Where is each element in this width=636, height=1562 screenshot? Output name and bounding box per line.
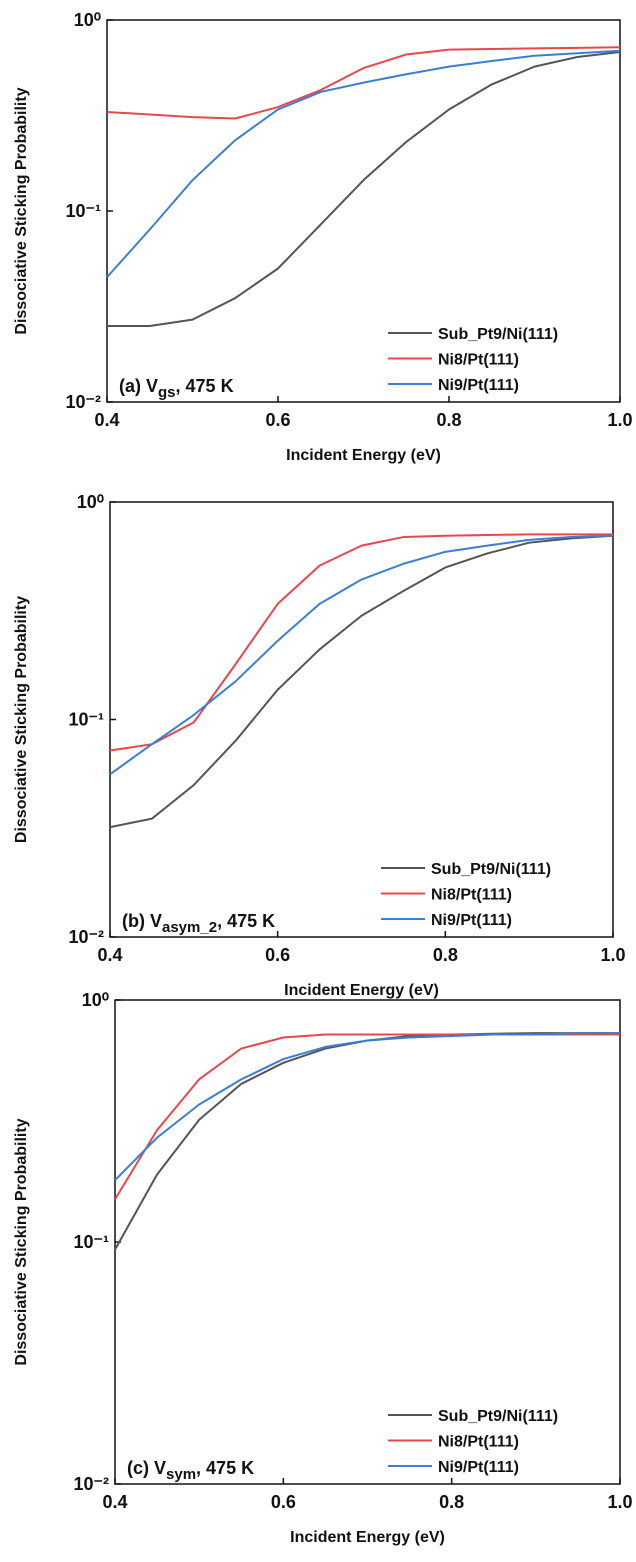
- plot-frame: [106, 19, 621, 403]
- series-line: [114, 1033, 620, 1200]
- y-tick-label: 10⁻¹: [68, 710, 104, 730]
- x-tick-label: 1.0: [607, 1492, 632, 1512]
- y-tick-label: 10⁻¹: [73, 1232, 109, 1252]
- annotation-text: (a) V: [119, 376, 158, 396]
- series-line: [106, 46, 621, 120]
- legend-label: Ni8/Pt(111): [438, 1434, 519, 1451]
- annotation: (b) Vasym_2, 475 K: [122, 911, 275, 936]
- panel: 0.4 0.6 0.8 1.0 10⁻² 10⁻¹ 10⁰ Incident Energy (…: [13, 492, 626, 999]
- legend-label: Ni8/Pt(111): [431, 887, 512, 904]
- series-line: [107, 50, 621, 327]
- x-tick-label: 0.6: [265, 410, 290, 430]
- y-tick-label: 10⁻²: [65, 392, 101, 412]
- y-tick-label: 10⁰: [77, 492, 104, 512]
- y-tick-label: 10⁻²: [73, 1474, 109, 1494]
- x-tick-label: 0.4: [94, 410, 119, 430]
- x-tick-label: 0.8: [439, 1492, 464, 1512]
- annotation-text: (b) V: [122, 911, 162, 931]
- y-tick-label: 10⁰: [74, 10, 101, 30]
- legend-label: Ni9/Pt(111): [431, 912, 512, 929]
- x-tick-label: 1.0: [600, 945, 625, 965]
- annotation: (c) Vsym, 475 K: [127, 1458, 254, 1483]
- series-line: [114, 1032, 620, 1251]
- series-line: [114, 1032, 620, 1181]
- legend-label: Ni9/Pt(111): [438, 377, 519, 394]
- x-axis-label: Incident Energy (eV): [290, 1529, 445, 1546]
- x-tick-label: 0.8: [433, 945, 458, 965]
- x-tick-label: 1.0: [607, 410, 632, 430]
- legend-label: Sub_Pt9/Ni(111): [431, 861, 551, 878]
- annotation-subscript: sym: [166, 1466, 196, 1483]
- x-tick-label: 0.8: [436, 410, 461, 430]
- annotation-text: , 475 K: [196, 1458, 254, 1478]
- x-tick-label: 0.6: [271, 1492, 296, 1512]
- annotation-text: , 475 K: [176, 376, 234, 396]
- x-tick-label: 0.6: [265, 945, 290, 965]
- legend-label: Sub_Pt9/Ni(111): [438, 326, 558, 343]
- y-tick-label: 10⁰: [82, 990, 109, 1010]
- annotation: (a) Vgs, 475 K: [119, 376, 234, 401]
- series-line: [109, 533, 613, 752]
- y-axis-label: Dissociative Sticking Probability: [13, 596, 30, 843]
- series-line: [106, 49, 621, 278]
- annotation-subscript: gs: [158, 384, 176, 401]
- annotation-text: (c) V: [127, 1458, 166, 1478]
- y-axis-label: Dissociative Sticking Probability: [13, 87, 30, 334]
- x-tick-label: 0.4: [102, 1492, 127, 1512]
- annotation-text: , 475 K: [217, 911, 275, 931]
- x-tick-label: 0.4: [97, 945, 122, 965]
- panel: 0.4 0.6 0.8 1.0 10⁻² 10⁻¹ 10⁰ Incident Energy (…: [13, 990, 633, 1546]
- series-line: [109, 534, 614, 829]
- annotation-subscript: asym_2: [162, 919, 217, 936]
- y-tick-label: 10⁻²: [68, 927, 104, 947]
- x-axis-label: Incident Energy (eV): [284, 982, 439, 999]
- series-line: [109, 534, 614, 776]
- y-axis-label: Dissociative Sticking Probability: [13, 1118, 30, 1365]
- x-axis-label: Incident Energy (eV): [286, 447, 441, 464]
- legend-label: Sub_Pt9/Ni(111): [438, 1408, 558, 1425]
- panel: 0.4 0.6 0.8 1.0 10⁻² 10⁻¹ 10⁰ Incident Energy (…: [13, 10, 633, 464]
- y-tick-label: 10⁻¹: [65, 201, 101, 221]
- legend-label: Ni8/Pt(111): [438, 352, 519, 369]
- legend-label: Ni9/Pt(111): [438, 1459, 519, 1476]
